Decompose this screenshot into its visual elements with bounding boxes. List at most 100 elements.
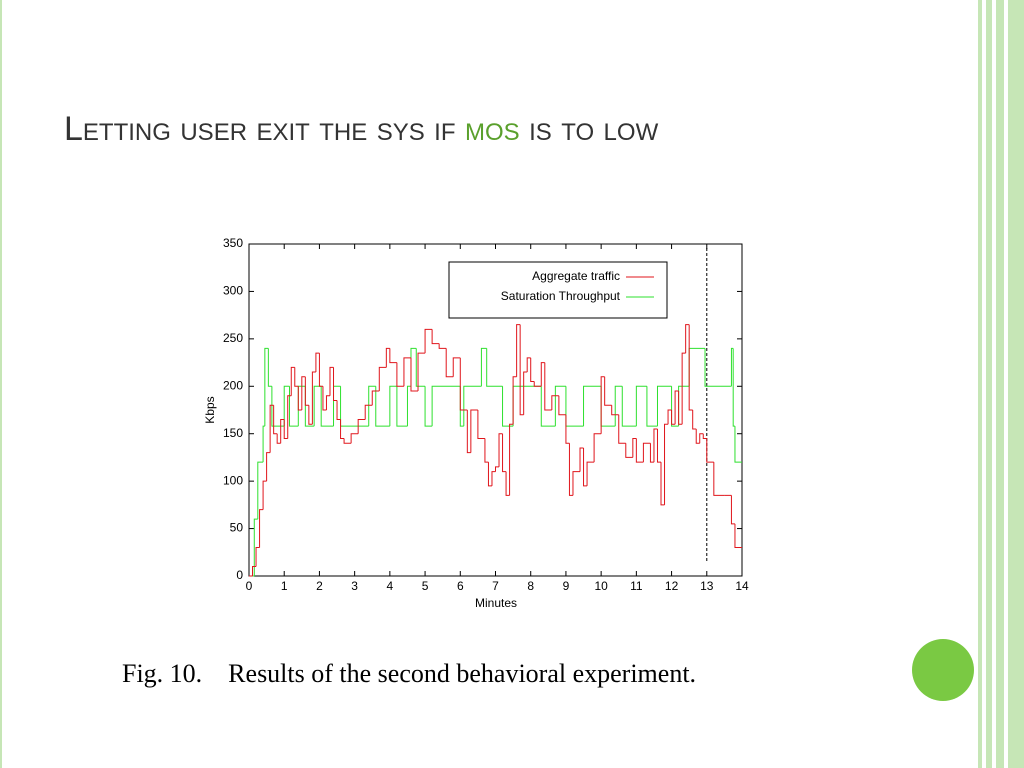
step-segment <box>290 366 295 396</box>
step-segment <box>699 433 704 444</box>
step-segment <box>271 386 285 427</box>
title-highlight: mos <box>465 110 520 148</box>
step-segment <box>730 495 735 525</box>
step-segment <box>516 324 521 377</box>
step-segment <box>470 409 478 453</box>
step-segment <box>403 357 411 387</box>
step-segment <box>264 347 269 427</box>
step-segment <box>378 366 387 392</box>
step-segment <box>583 447 588 487</box>
step-segment <box>466 410 471 454</box>
step-segment <box>311 371 316 425</box>
step-segment <box>313 385 322 427</box>
step-segment <box>533 381 542 387</box>
step-segment <box>452 357 461 377</box>
step-segment <box>266 452 271 482</box>
x-tick-label: 12 <box>665 579 679 593</box>
step-segment <box>329 366 334 396</box>
step-segment <box>484 438 489 463</box>
x-tick-label: 1 <box>281 579 288 593</box>
step-segment <box>424 386 433 427</box>
step-segment <box>505 471 510 496</box>
step-segment <box>385 347 390 368</box>
step-segment <box>512 385 542 427</box>
step-segment <box>685 324 690 354</box>
step-segment <box>540 386 556 427</box>
step-segment <box>280 418 285 444</box>
step-segment <box>734 523 742 549</box>
legend-label: Saturation Throughput <box>501 289 621 303</box>
step-segment <box>389 385 397 427</box>
x-tick-label: 5 <box>422 579 429 593</box>
step-segment <box>315 352 320 373</box>
step-segment <box>350 433 359 444</box>
step-segment <box>656 428 662 463</box>
y-tick-label: 150 <box>223 426 243 440</box>
step-segment <box>653 428 658 463</box>
step-segment <box>632 437 637 458</box>
step-segment <box>491 471 496 486</box>
step-segment <box>671 410 676 425</box>
step-segment <box>642 442 651 463</box>
step-segment <box>417 352 426 392</box>
step-segment <box>294 367 299 387</box>
step-segment <box>681 352 686 425</box>
step-segment <box>713 462 725 496</box>
step-segment <box>431 329 440 345</box>
step-segment <box>502 386 514 427</box>
y-tick-label: 100 <box>223 473 243 487</box>
step-segment <box>523 371 528 415</box>
step-segment <box>593 433 602 463</box>
step-segment <box>396 386 408 427</box>
step-segment <box>586 461 595 486</box>
step-segment <box>572 471 581 496</box>
x-tick-label: 10 <box>594 579 608 593</box>
step-segment <box>322 386 327 411</box>
step-segment <box>463 385 482 427</box>
step-segment <box>621 386 637 427</box>
step-segment <box>276 433 281 444</box>
step-segment <box>480 347 487 387</box>
step-segment <box>486 348 503 387</box>
y-tick-label: 0 <box>236 568 243 582</box>
step-segment <box>273 405 278 435</box>
step-segment <box>625 443 633 458</box>
x-tick-label: 9 <box>563 579 570 593</box>
step-segment <box>343 438 352 444</box>
x-tick-label: 4 <box>387 579 394 593</box>
step-segment <box>297 386 302 411</box>
left-border <box>0 0 2 768</box>
step-segment <box>635 385 647 427</box>
stripe <box>1008 0 1024 768</box>
step-segment <box>396 362 404 387</box>
slide-title: Letting user exit the sys if mos is to l… <box>64 110 659 148</box>
step-segment <box>389 348 397 364</box>
step-segment <box>614 385 623 427</box>
step-segment <box>558 395 566 416</box>
step-segment <box>368 385 376 427</box>
legend-label: Aggregate traffic <box>532 269 620 283</box>
x-tick-label: 14 <box>735 579 749 593</box>
step-segment <box>253 518 258 576</box>
step-segment <box>431 385 461 427</box>
x-tick-label: 7 <box>492 579 499 593</box>
step-segment <box>340 386 369 427</box>
step-segment <box>325 395 330 410</box>
x-tick-label: 11 <box>630 579 643 593</box>
step-segment <box>438 343 447 349</box>
step-segment <box>583 385 602 427</box>
x-tick-label: 13 <box>700 579 714 593</box>
step-segment <box>262 480 267 510</box>
stripe <box>978 0 982 768</box>
step-segment <box>424 328 433 354</box>
step-segment <box>635 438 644 463</box>
step-segment <box>477 410 485 439</box>
y-axis-label: Kbps <box>203 396 217 423</box>
step-segment <box>656 385 672 427</box>
stripe <box>996 0 1004 768</box>
step-segment <box>340 419 345 439</box>
step-segment <box>288 386 299 427</box>
step-segment <box>308 405 313 425</box>
x-tick-label: 6 <box>457 579 464 593</box>
